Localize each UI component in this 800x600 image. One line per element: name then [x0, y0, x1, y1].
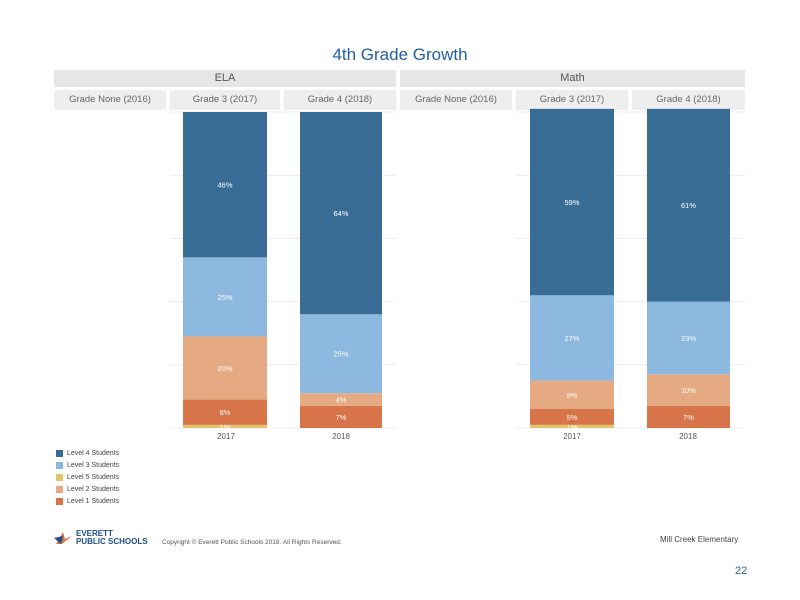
math-bar-segment	[647, 405, 730, 428]
math-subheader-2017: Grade 3 (2017)	[516, 90, 628, 110]
ela-data-label: 1%	[220, 422, 231, 431]
logo-line-1: EVERETT	[76, 529, 113, 538]
ela-data-label: 25%	[217, 293, 232, 302]
math-x-tick-label: 2017	[563, 432, 581, 441]
ela-data-label: 7%	[336, 413, 347, 422]
ela-bar-segment	[183, 257, 267, 337]
math-data-label: 27%	[564, 334, 579, 343]
school-name: Mill Creek Elementary	[660, 535, 739, 544]
legend: Level 4 Students Level 3 Students Level …	[56, 448, 119, 507]
ela-data-label: 64%	[333, 209, 348, 218]
star-logo-icon	[54, 532, 72, 544]
logo-line-2: PUBLIC SCHOOLS	[76, 537, 148, 546]
math-bar-segment	[647, 301, 730, 375]
math-bar-segment	[647, 374, 730, 406]
ela-bar-segment	[183, 424, 267, 428]
ela-subheader-2017: Grade 3 (2017)	[170, 90, 280, 110]
legend-item-level-4: Level 4 Students	[56, 448, 119, 460]
math-bar-segment	[647, 108, 730, 302]
math-data-label: 61%	[681, 201, 696, 210]
math-x-tick-label: 2018	[679, 432, 697, 441]
ela-data-label: 8%	[220, 408, 231, 417]
math-data-label: 9%	[567, 391, 578, 400]
math-data-label: 10%	[681, 386, 696, 395]
legend-label-level-5: Level 5 Students	[67, 473, 120, 481]
legend-swatch-level-1	[56, 497, 63, 505]
ela-data-label: 46%	[217, 181, 232, 190]
legend-swatch-level-3	[56, 462, 63, 470]
math-bar-segment	[530, 424, 614, 428]
math-data-label: 59%	[564, 198, 579, 207]
ela-data-label: 25%	[333, 350, 348, 359]
legend-label-level-2: Level 2 Students	[67, 485, 120, 493]
legend-item-level-2: Level 2 Students	[56, 483, 119, 495]
panel-title-ela: ELA	[214, 72, 236, 84]
ela-subheader-2016: Grade None (2016)	[54, 90, 166, 110]
ela-x-tick-label: 2017	[217, 432, 235, 441]
legend-swatch-level-5	[56, 473, 63, 481]
district-logo: EVERETT PUBLIC SCHOOLS	[54, 530, 148, 546]
ela-bar-segment	[183, 399, 267, 425]
legend-swatch-level-2	[56, 485, 63, 493]
copyright-text: Copyright © Everett Public Schools 2018.…	[162, 539, 342, 546]
ela-data-label: 20%	[217, 364, 232, 373]
legend-label-level-1: Level 1 Students	[67, 497, 120, 505]
math-bar-segment	[530, 409, 614, 425]
ela-bar-segment	[300, 405, 382, 428]
legend-swatch-level-4	[56, 450, 63, 458]
panel-title-math: Math	[560, 72, 585, 84]
math-data-label: 23%	[681, 334, 696, 343]
ela-bar-segment	[300, 314, 382, 394]
ela-subheader-2018: Grade 4 (2018)	[284, 90, 396, 110]
legend-label-level-3: Level 3 Students	[67, 462, 120, 470]
math-subheader-2016: Grade None (2016)	[400, 90, 512, 110]
ela-data-label: 4%	[336, 396, 347, 405]
math-data-label: 1%	[567, 422, 578, 431]
math-data-label: 7%	[683, 413, 694, 422]
legend-item-level-3: Level 3 Students	[56, 460, 119, 472]
page-title: 4th Grade Growth	[332, 45, 468, 64]
logo-text: EVERETT PUBLIC SCHOOLS	[76, 530, 148, 546]
math-subheader-2018: Grade 4 (2018)	[632, 90, 745, 110]
page-number: 22	[735, 565, 748, 577]
ela-bar-segment	[300, 112, 382, 315]
legend-item-level-1: Level 1 Students	[56, 495, 119, 507]
ela-bar-segment	[183, 112, 267, 258]
panel-header-ela: ELA	[54, 70, 396, 87]
math-bar-segment	[530, 380, 614, 410]
math-bar-segment	[530, 108, 614, 296]
panel-header-math: Math	[400, 70, 745, 87]
ela-x-tick-label: 2018	[332, 432, 350, 441]
math-data-label: 5%	[567, 413, 578, 422]
legend-label-level-4: Level 4 Students	[67, 450, 120, 458]
math-bar-segment	[530, 295, 614, 381]
legend-item-level-5: Level 5 Students	[56, 472, 119, 484]
ela-bar-segment	[183, 336, 267, 400]
ela-bar-segment	[300, 393, 382, 406]
